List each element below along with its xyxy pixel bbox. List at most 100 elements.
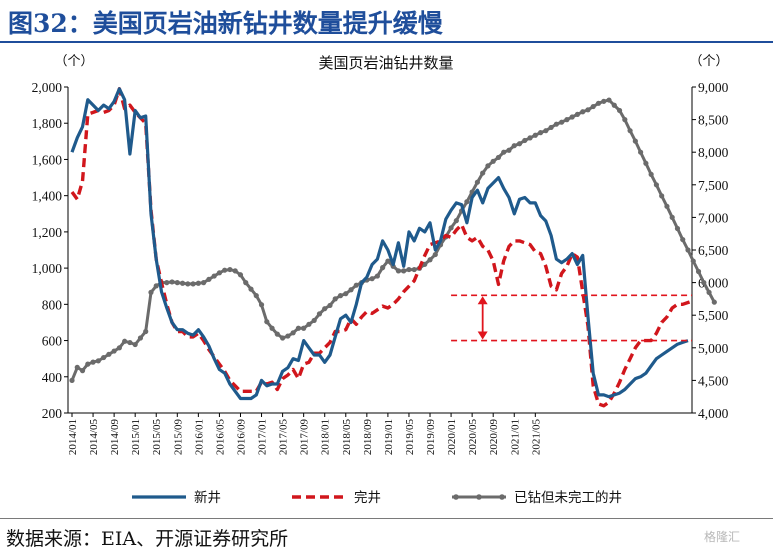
gap-annotation <box>451 294 692 342</box>
duc-point <box>106 351 112 357</box>
duc-point <box>427 257 433 263</box>
duc-point <box>190 281 196 287</box>
chart: 美国页岩油钻井数量 （个） （个） 200 400 600 800 1,000 1,200… <box>32 53 729 505</box>
x-tick-label: 2015/09 <box>172 419 184 456</box>
bottom-rule <box>0 518 773 519</box>
duc-point <box>643 160 649 166</box>
duc-point <box>301 325 307 331</box>
legend-label-1: 完井 <box>354 490 381 505</box>
duc-point <box>616 107 623 114</box>
duc-point <box>627 128 633 134</box>
duc-point <box>406 266 412 273</box>
right-tick-label: 7,000 <box>698 210 729 225</box>
x-tick-label: 2015/01 <box>130 419 142 455</box>
duc-point <box>664 203 670 209</box>
duc-point <box>232 268 238 274</box>
duc-point <box>185 281 191 287</box>
right-unit-label: （个） <box>689 53 728 68</box>
chart-title: 美国页岩油钻井数量 <box>318 55 453 72</box>
x-tick-label: 2017/01 <box>257 419 269 455</box>
x-tick-label: 2019/05 <box>404 419 416 456</box>
gap-arrow-head-down <box>477 331 488 340</box>
duc-point <box>511 143 517 149</box>
duc-point <box>480 170 486 176</box>
duc-point <box>395 268 402 274</box>
left-tick-label: 800 <box>42 297 63 312</box>
duc-point <box>516 141 523 147</box>
duc-point <box>385 258 391 264</box>
x-tick-label: 2017/05 <box>278 419 290 456</box>
duc-point <box>227 266 233 273</box>
x-tick-label: 2018/01 <box>320 419 332 455</box>
left-tick-label: 1,400 <box>32 189 63 204</box>
duc-point <box>622 117 628 123</box>
x-tick-label: 2019/01 <box>383 419 395 455</box>
duc-point <box>380 265 386 271</box>
x-tick-label: 2016/01 <box>193 419 205 455</box>
duc-point <box>432 251 438 258</box>
duc-point <box>590 103 596 110</box>
duc-point <box>485 163 491 169</box>
duc-point <box>348 287 354 293</box>
duc-point <box>222 267 228 273</box>
left-tick-label: 600 <box>42 334 63 349</box>
left-tick-label: 1,000 <box>32 261 63 276</box>
duc-point <box>95 358 101 364</box>
duc-point <box>353 282 359 288</box>
duc-point <box>543 128 549 134</box>
duc-point <box>490 158 496 164</box>
duc-point <box>316 311 323 317</box>
duc-point <box>327 302 333 309</box>
duc-point <box>548 124 554 131</box>
duc-point <box>474 179 481 185</box>
duc-point <box>464 199 470 205</box>
duc-point <box>601 98 607 104</box>
duc-point <box>695 268 702 275</box>
right-tick-label: 8,500 <box>698 113 729 128</box>
duc-point <box>337 293 344 299</box>
duc-point <box>116 345 122 351</box>
series-line-1 <box>70 87 694 408</box>
duc-point <box>448 225 454 231</box>
duc-point <box>100 354 107 361</box>
duc-point <box>659 193 665 199</box>
left-unit-label: （个） <box>54 53 93 68</box>
duc-point <box>648 171 654 177</box>
duc-point <box>253 293 259 299</box>
duc-point <box>506 147 512 153</box>
duc-point <box>143 328 149 335</box>
duc-point <box>85 361 91 367</box>
left-tick-label: 2,000 <box>32 80 63 95</box>
duc-point <box>674 225 681 232</box>
legend-label-2: 已钻但未完工的井 <box>514 490 622 505</box>
gap-arrow-head-up <box>477 296 488 305</box>
x-tick-label: 2019/09 <box>425 419 437 456</box>
duc-point <box>195 280 201 286</box>
duc-point <box>374 273 380 279</box>
right-tick-label: 4,500 <box>698 373 729 388</box>
series-lines <box>69 87 717 408</box>
duc-point <box>148 289 154 295</box>
duc-point <box>632 138 638 144</box>
duc-point <box>127 339 133 346</box>
duc-point <box>606 97 612 103</box>
right-tick-label: 7,500 <box>698 178 729 193</box>
duc-point <box>169 279 175 285</box>
duc-point <box>411 266 417 273</box>
duc-point <box>537 130 544 136</box>
x-tick-label: 2014/09 <box>109 419 121 456</box>
left-tick-label: 1,800 <box>32 116 63 131</box>
series-line-2 <box>70 98 716 381</box>
legend-label-0: 新井 <box>194 490 221 505</box>
duc-point <box>564 117 570 123</box>
duc-point <box>206 276 212 282</box>
source-note: 数据来源：EIA、开源证券研究所 <box>6 528 289 550</box>
duc-point <box>495 154 502 161</box>
duc-point <box>279 335 286 341</box>
duc-point <box>527 135 533 141</box>
duc-point <box>453 218 459 224</box>
legend-marker <box>499 494 505 500</box>
duc-point <box>501 149 507 155</box>
left-tick-label: 200 <box>42 406 63 421</box>
right-tick-label: 4,000 <box>698 406 729 421</box>
